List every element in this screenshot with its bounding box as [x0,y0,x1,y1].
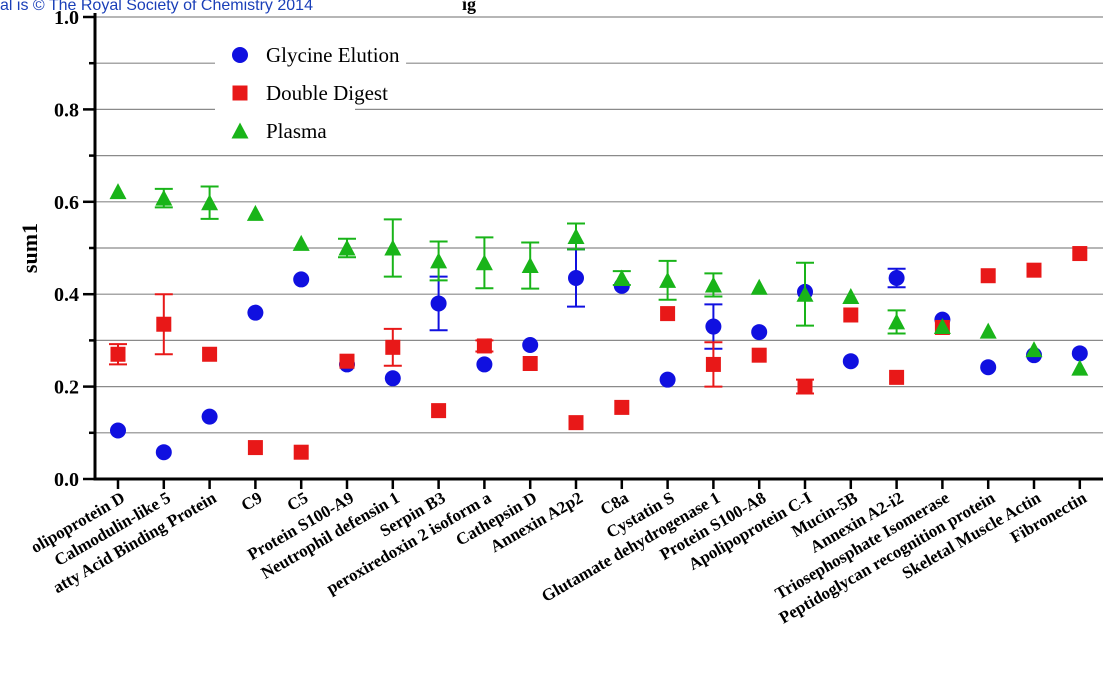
legend-marker-square [232,85,248,101]
data-point-circle [201,408,218,425]
data-point-circle [247,304,264,321]
data-point-triangle [979,322,997,339]
series-glycine-elution [110,248,1088,461]
data-point-square [110,346,126,362]
data-point-triangle [475,254,493,271]
grid-lines [95,16,1103,434]
y-tick-label: 0.0 [54,469,79,491]
legend-label-bg [262,41,407,69]
data-point-triangle [704,276,722,293]
data-point-triangle [888,313,906,330]
data-point-circle [980,359,997,376]
data-point-square [843,307,859,323]
data-point-square [705,356,721,372]
data-point-square [522,356,538,371]
data-point-triangle [430,252,448,269]
data-point-square [751,347,767,363]
data-point-circle [155,444,172,461]
data-point-circle [1071,345,1088,362]
data-point-square [660,306,676,322]
data-point-circle [568,270,584,287]
data-point-square [889,369,905,385]
data-point-triangle [201,194,219,211]
data-point-circle [522,337,539,354]
data-point-circle [888,270,905,287]
y-tick-label: 1.0 [54,7,79,29]
data-point-circle [659,371,676,388]
y-tick-label: 0.8 [54,99,79,121]
data-point-square [431,403,447,419]
copyright-notice: al is © The Royal Society of Chemistry 2… [0,0,313,14]
data-point-square [385,339,401,355]
data-points [109,183,1089,461]
data-point-square [1072,246,1088,262]
data-point-triangle [659,271,677,288]
y-tick-label: 0.6 [54,192,79,214]
data-point-square [156,316,172,332]
data-point-square [980,268,996,284]
x-category-label: C9 [238,488,265,515]
series-double-digest [109,246,1088,460]
legend-entry-label: Plasma [266,119,327,143]
legend-entry-label: Double Digest [266,81,388,105]
data-point-square [1026,262,1042,278]
data-point-square [797,379,813,395]
data-point-triangle [246,204,264,221]
data-point-square [247,440,263,456]
legend-marker-circle [232,47,248,63]
legend-label-bg [262,117,334,145]
y-tick-label: 0.4 [54,284,79,306]
data-point-circle [110,422,126,439]
data-point-triangle [796,285,814,302]
data-point-circle [430,295,447,312]
data-point-circle [842,353,859,370]
legend-label-bg [262,79,395,107]
data-point-triangle [521,257,539,274]
data-point-square [293,444,309,460]
data-point-square [568,415,584,431]
data-point-triangle [338,239,356,256]
legend-entry-label: Glycine Elution [266,43,400,67]
data-point-triangle [109,183,127,200]
data-point-triangle [384,239,402,256]
data-point-circle [476,356,493,373]
data-point-triangle [292,234,310,251]
data-point-circle [705,318,722,335]
data-point-square [476,338,492,354]
data-point-square [614,399,630,415]
data-point-triangle [1071,359,1089,376]
data-point-triangle [155,189,173,206]
axes: 0.0 0.2 0.4 0.6 0.8 1.0 sum1 [17,7,1103,491]
y-tick-label: 0.2 [54,377,79,399]
series-plasma [109,183,1089,376]
y-axis-label: sum1 [17,223,42,273]
data-point-triangle [1025,341,1043,358]
data-point-circle [751,324,768,341]
data-point-circle [293,271,310,288]
data-point-square [202,346,218,362]
legend-marker-triangle [231,122,249,139]
data-point-square [339,353,355,369]
partial-title: ig [462,0,477,14]
legend: Glycine Elution Double Digest Plasma [215,36,407,154]
data-point-triangle [933,318,951,335]
data-point-triangle [613,269,631,286]
data-point-triangle [842,288,860,305]
data-point-triangle [567,227,585,244]
data-point-circle [384,370,401,387]
data-point-triangle [750,278,768,295]
